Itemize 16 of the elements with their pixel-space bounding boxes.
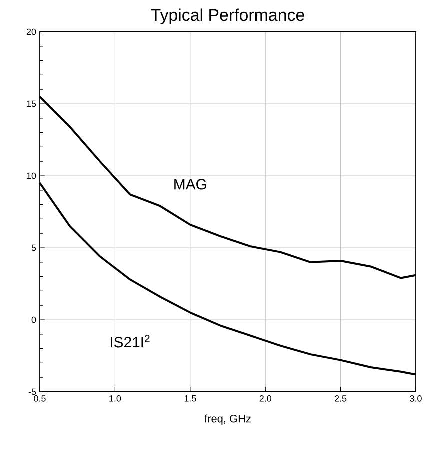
- x-tick-label: 2.0: [260, 396, 272, 402]
- x-tick-label: 1.0: [110, 396, 122, 402]
- y-tick-label: 5: [32, 244, 36, 252]
- x-axis-title: freq, GHz: [204, 414, 251, 425]
- y-tick-label: -5: [28, 388, 36, 396]
- y-tick-label: 15: [27, 100, 36, 108]
- x-tick-label: 2.5: [335, 396, 347, 402]
- y-tick-label: 0: [32, 316, 36, 324]
- y-tick-label: 10: [27, 172, 36, 180]
- x-tick-label: 0.5: [34, 396, 46, 402]
- series-label: MAG: [174, 179, 206, 190]
- chart-title: Typical Performance: [151, 8, 304, 24]
- text: IS21I$^{2}$: [111, 335, 150, 348]
- x-tick-label: 1.5: [184, 396, 196, 402]
- x-tick-label: 3.0: [410, 396, 422, 402]
- y-tick-label: 20: [26, 28, 36, 36]
